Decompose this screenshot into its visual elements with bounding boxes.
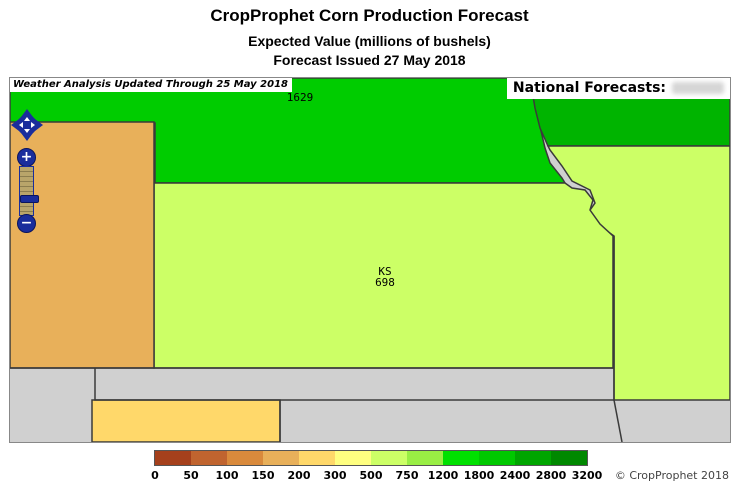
pan-arrows-icon[interactable]: [10, 108, 44, 142]
state-borders: [10, 236, 623, 442]
weather-analysis-note: Weather Analysis Updated Through 25 May …: [10, 78, 293, 92]
pan-control[interactable]: [10, 108, 44, 142]
national-forecasts-value-blurred: [672, 82, 724, 94]
legend-swatch: [407, 451, 443, 465]
page-subtitle: Expected Value (millions of bushels): [248, 33, 491, 49]
legend-tick-label: 150: [251, 469, 275, 482]
legend-tick-label: 300: [323, 469, 347, 482]
legend-tick-label: 100: [215, 469, 239, 482]
national-forecasts-box: National Forecasts:: [506, 78, 730, 99]
zoom-slider-track[interactable]: [19, 166, 39, 216]
legend-tick-label: 2400: [499, 469, 531, 482]
legend-swatch: [335, 451, 371, 465]
state-value: 698: [375, 276, 395, 289]
legend-tick-label: 200: [287, 469, 311, 482]
legend-tick-label: 50: [183, 469, 199, 482]
legend-tick-label: 3200: [571, 469, 603, 482]
state-label-nebraska: 1629: [276, 92, 324, 103]
state-oklahoma-panhandle[interactable]: [91, 399, 281, 442]
forecast-map[interactable]: 1629 KS 698 Weather Analysis Updated Thr…: [9, 77, 731, 443]
copyright-text: © CropProphet 2018: [614, 469, 729, 482]
legend-tick-label: 1800: [463, 469, 495, 482]
legend-swatch: [155, 451, 191, 465]
state-value: 1629: [286, 91, 314, 104]
legend-swatch: [227, 451, 263, 465]
legend-color-bar: [154, 450, 588, 466]
legend-swatch: [551, 451, 587, 465]
legend-tick-label: 0: [151, 469, 159, 482]
zoom-out-button[interactable]: −: [17, 214, 36, 233]
map-canvas[interactable]: [10, 78, 730, 442]
legend-tick-label: 750: [395, 469, 419, 482]
state-label-kansas: KS 698: [365, 266, 405, 288]
zoom-control[interactable]: + −: [17, 148, 39, 233]
page-title: CropProphet Corn Production Forecast: [210, 6, 529, 25]
state-abbr: KS: [378, 265, 392, 278]
legend-swatch: [371, 451, 407, 465]
legend-swatch: [191, 451, 227, 465]
legend-tick-label: 2800: [535, 469, 567, 482]
legend-tick-label: 500: [359, 469, 383, 482]
legend-swatch: [515, 451, 551, 465]
legend-tick-label: 1200: [427, 469, 459, 482]
legend-swatch: [479, 451, 515, 465]
legend-swatch: [443, 451, 479, 465]
national-forecasts-label: National Forecasts:: [512, 80, 666, 96]
zoom-slider-thumb[interactable]: [20, 195, 39, 203]
legend-swatch: [263, 451, 299, 465]
legend-swatch: [299, 451, 335, 465]
forecast-issued-date: Forecast Issued 27 May 2018: [273, 52, 466, 68]
zoom-in-button[interactable]: +: [17, 148, 36, 167]
